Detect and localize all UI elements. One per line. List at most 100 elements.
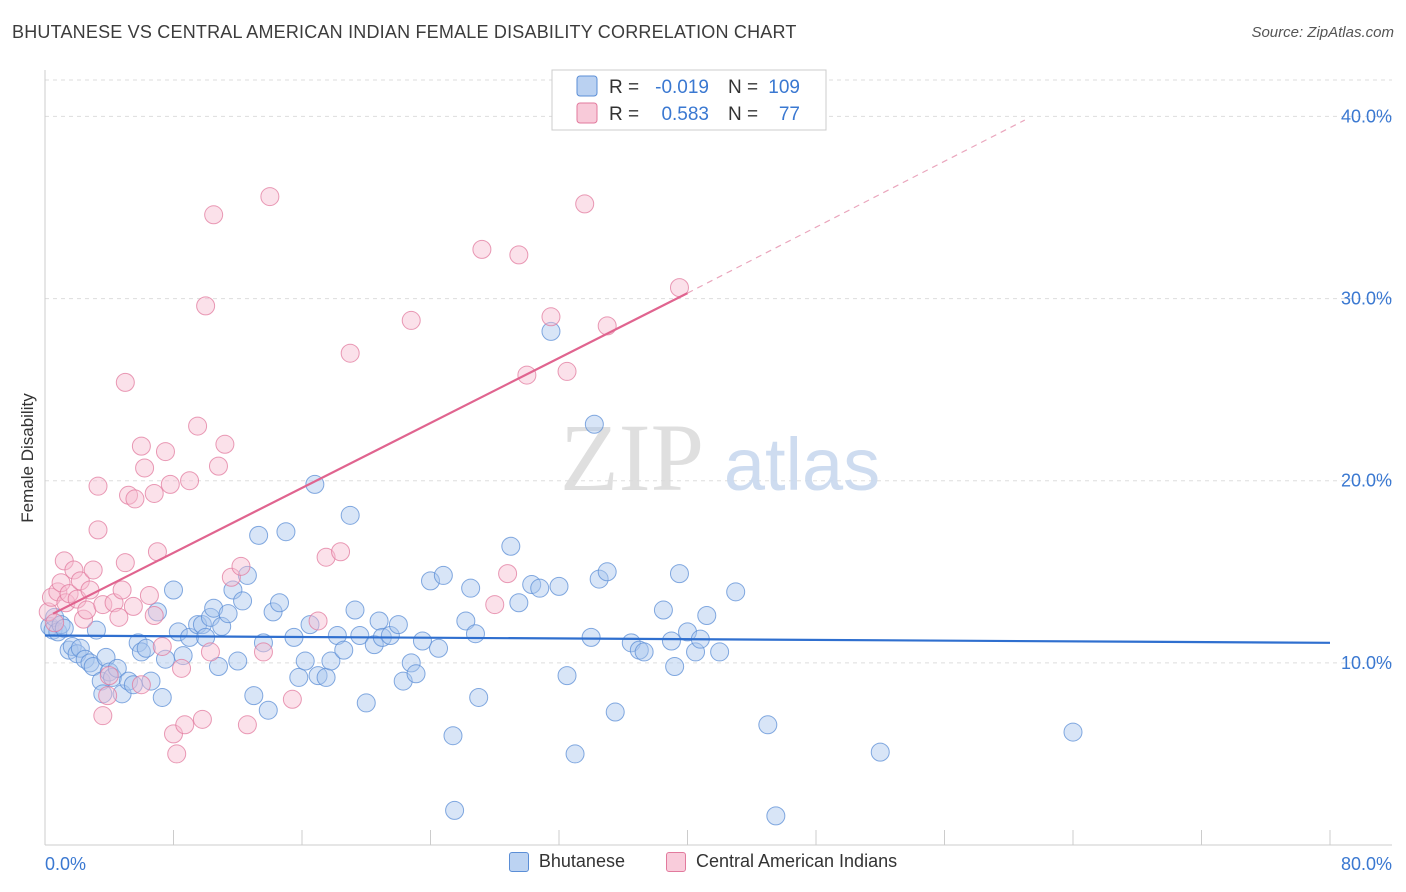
point-1-37 bbox=[155, 442, 175, 462]
point-0-77 bbox=[429, 638, 449, 658]
point-0-43 bbox=[228, 651, 248, 671]
point-0-44 bbox=[233, 591, 253, 611]
point-1-20 bbox=[99, 666, 119, 686]
y-tick-label-40: 40.0% bbox=[1341, 106, 1392, 126]
point-0-96 bbox=[597, 562, 617, 582]
point-0-5 bbox=[54, 618, 74, 638]
point-0-25 bbox=[136, 638, 156, 658]
point-1-19 bbox=[98, 686, 118, 706]
point-0-110 bbox=[726, 582, 746, 602]
point-0-75 bbox=[412, 631, 432, 651]
point-1-13 bbox=[80, 580, 100, 600]
source-credit: Source: ZipAtlas.com bbox=[1251, 24, 1394, 41]
point-0-27 bbox=[147, 602, 167, 622]
point-1-58 bbox=[316, 547, 336, 567]
point-1-15 bbox=[88, 476, 108, 496]
point-0-76 bbox=[421, 571, 440, 591]
point-1-67 bbox=[541, 307, 561, 327]
point-0-101 bbox=[653, 600, 673, 620]
watermark: ZIP atlas bbox=[560, 404, 880, 511]
point-0-55 bbox=[295, 651, 315, 671]
y-tick-label-20: 20.0% bbox=[1341, 471, 1392, 491]
point-1-44 bbox=[188, 416, 208, 436]
point-0-41 bbox=[218, 604, 238, 624]
point-0-103 bbox=[665, 657, 685, 676]
point-0-97 bbox=[605, 702, 625, 722]
point-1-12 bbox=[77, 600, 97, 620]
point-0-106 bbox=[686, 642, 706, 662]
point-0-104 bbox=[669, 564, 689, 584]
point-0-60 bbox=[321, 651, 341, 671]
point-0-73 bbox=[401, 653, 421, 673]
point-1-41 bbox=[172, 658, 192, 678]
point-0-90 bbox=[549, 576, 569, 596]
point-1-61 bbox=[401, 310, 421, 330]
point-0-2 bbox=[45, 607, 65, 627]
point-1-47 bbox=[200, 642, 220, 662]
point-0-95 bbox=[589, 569, 609, 589]
legend-item-central-american[interactable]: Central American Indians bbox=[665, 850, 898, 872]
point-1-48 bbox=[204, 205, 224, 225]
point-0-74 bbox=[406, 664, 426, 684]
data-points bbox=[38, 187, 1083, 826]
point-0-79 bbox=[443, 726, 463, 746]
y-tick-label-30: 30.0% bbox=[1341, 289, 1392, 309]
y-tick-labels: 10.0% 20.0% 30.0% 40.0% bbox=[1341, 106, 1392, 672]
point-0-39 bbox=[208, 657, 228, 676]
point-1-64 bbox=[498, 564, 518, 584]
point-1-38 bbox=[160, 474, 180, 494]
point-1-33 bbox=[144, 483, 164, 503]
point-1-16 bbox=[88, 520, 108, 540]
point-0-108 bbox=[697, 606, 717, 625]
point-0-38 bbox=[204, 598, 224, 618]
bottom-legend: Bhutanese Central American Indians bbox=[0, 850, 1406, 872]
legend-r-value-central-american: 0.583 bbox=[661, 104, 709, 125]
point-1-4 bbox=[51, 573, 71, 593]
point-0-78 bbox=[433, 565, 453, 585]
point-1-45 bbox=[192, 709, 212, 729]
point-1-23 bbox=[112, 580, 132, 600]
point-0-89 bbox=[541, 321, 561, 341]
chart-title: BHUTANESE VS CENTRAL AMERICAN INDIAN FEM… bbox=[12, 22, 797, 42]
point-0-71 bbox=[388, 615, 408, 635]
x-tick-label-min: 0.0% bbox=[45, 854, 86, 874]
point-0-58 bbox=[308, 666, 328, 686]
point-1-36 bbox=[152, 636, 172, 656]
point-0-102 bbox=[661, 631, 681, 651]
point-0-52 bbox=[276, 522, 296, 542]
point-1-27 bbox=[123, 596, 143, 616]
legend-label-central-american: Central American Indians bbox=[695, 851, 898, 872]
point-1-57 bbox=[308, 611, 328, 631]
x-tick-label-max: 80.0% bbox=[1341, 854, 1392, 874]
point-0-88 bbox=[530, 578, 550, 598]
point-0-92 bbox=[565, 744, 585, 764]
y-axis-label: Female Disability bbox=[18, 393, 37, 523]
point-0-30 bbox=[164, 580, 183, 600]
point-0-49 bbox=[258, 700, 278, 720]
point-0-9 bbox=[70, 638, 90, 658]
legend-item-bhutanese[interactable]: Bhutanese bbox=[508, 850, 625, 872]
point-0-112 bbox=[766, 806, 786, 826]
point-1-65 bbox=[509, 245, 529, 265]
point-1-25 bbox=[115, 372, 135, 392]
point-1-29 bbox=[131, 675, 151, 695]
point-1-46 bbox=[196, 296, 216, 316]
point-0-86 bbox=[509, 593, 529, 613]
point-0-81 bbox=[456, 611, 476, 631]
point-1-18 bbox=[93, 706, 113, 726]
legend-label-bhutanese: Bhutanese bbox=[538, 851, 625, 872]
point-1-43 bbox=[180, 471, 200, 491]
trend-lines bbox=[44, 119, 1331, 644]
point-0-13 bbox=[86, 620, 106, 640]
trend-line-0 bbox=[44, 634, 1331, 644]
legend-r-label-central-american: R = bbox=[609, 104, 639, 125]
point-0-68 bbox=[369, 611, 389, 631]
point-1-56 bbox=[282, 689, 302, 709]
point-1-49 bbox=[208, 456, 228, 476]
point-1-8 bbox=[64, 560, 84, 580]
point-1-54 bbox=[253, 642, 273, 662]
point-1-60 bbox=[340, 343, 360, 363]
point-0-59 bbox=[316, 667, 336, 687]
point-0-114 bbox=[1063, 722, 1083, 742]
